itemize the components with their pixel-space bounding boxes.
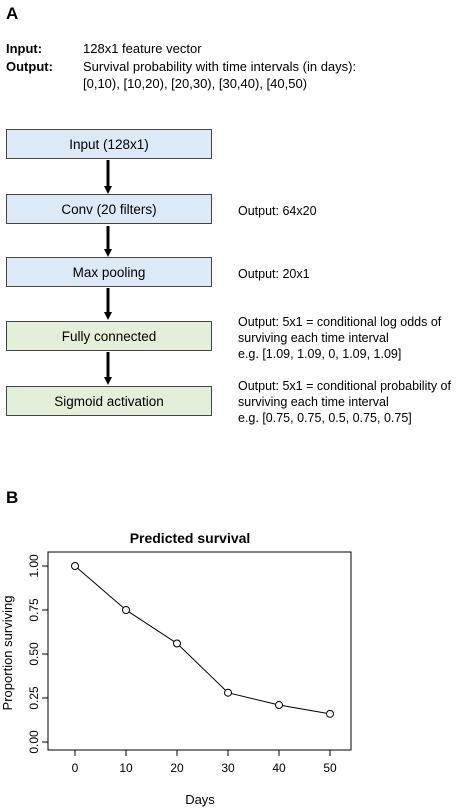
y-tick-label-3: 0.75 xyxy=(27,598,41,622)
flow-arrows xyxy=(104,160,112,385)
sigmoid-activation-box: Sigmoid activation xyxy=(6,386,212,416)
data-point-0 xyxy=(71,562,79,570)
sigmoid-note-line3: e.g. [0.75, 0.75, 0.5, 0.75, 0.75] xyxy=(238,411,412,425)
panel-a-label: A xyxy=(6,4,19,23)
x-tick-label-5: 50 xyxy=(323,761,337,775)
x-axis-label: Days xyxy=(185,792,215,807)
input-row: Input: 128x1 feature vector xyxy=(6,40,466,57)
x-tick-label-4: 40 xyxy=(272,761,286,775)
x-axis: 0 10 20 30 40 50 xyxy=(72,749,337,775)
fc-output-note: Output: 5x1 = conditional log odds of su… xyxy=(238,314,441,362)
x-tick-label-0: 0 xyxy=(72,761,79,775)
series-points xyxy=(71,562,334,718)
input-value: 128x1 feature vector xyxy=(83,41,202,56)
chart-title: Predicted survival xyxy=(130,530,251,546)
output-value-line1: Survival probability with time intervals… xyxy=(83,59,357,74)
y-axis: 0.00 0.25 0.50 0.75 1.00 xyxy=(27,554,49,754)
y-tick-label-4: 1.00 xyxy=(27,554,41,578)
data-point-3 xyxy=(224,688,232,697)
conv-box: Conv (20 filters) xyxy=(6,194,212,224)
output-key: Output: xyxy=(6,59,53,74)
x-tick-label-2: 20 xyxy=(170,761,184,775)
sigmoid-note-line2: surviving each time interval xyxy=(238,395,389,409)
input-key: Input: xyxy=(6,41,43,56)
y-tick-label-0: 0.00 xyxy=(27,730,41,754)
series-line xyxy=(74,565,331,715)
x-tick-label-3: 30 xyxy=(221,761,235,775)
fc-note-line3: e.g. [1.09, 1.09, 0, 1.09, 1.09] xyxy=(238,347,402,361)
pooling-output-note: Output: 20x1 xyxy=(238,267,310,281)
fc-note-line1: Output: 5x1 = conditional log odds of xyxy=(238,315,442,329)
conv-output-note: Output: 64x20 xyxy=(238,204,317,218)
y-axis-label: Proportion surviving xyxy=(0,596,15,711)
x-tick-label-1: 10 xyxy=(119,761,133,775)
fully-connected-box: Fully connected xyxy=(6,321,212,351)
data-point-2 xyxy=(173,639,181,648)
max-pooling-box: Max pooling xyxy=(6,257,212,287)
panel-b-label: B xyxy=(6,488,19,507)
data-point-4 xyxy=(275,701,283,710)
fc-note-line2: surviving each time interval xyxy=(238,331,389,345)
output-row: Output: Survival probability with time i… xyxy=(6,58,466,92)
y-tick-label-1: 0.25 xyxy=(27,686,41,710)
input-box: Input (128x1) xyxy=(6,129,212,159)
sigmoid-output-note: Output: 5x1 = conditional probability of… xyxy=(238,378,451,426)
survival-chart: Predicted survival 0 10 20 30 40 50 0.000.250… xyxy=(0,530,352,807)
y-tick-label-2: 0.50 xyxy=(27,642,41,666)
data-point-1 xyxy=(122,606,130,614)
sigmoid-note-line1: Output: 5x1 = conditional probability of xyxy=(238,379,451,393)
data-point-5 xyxy=(326,709,334,718)
output-value-line2: [0,10), [10,20), [20,30), [30,40), [40,5… xyxy=(83,76,308,91)
